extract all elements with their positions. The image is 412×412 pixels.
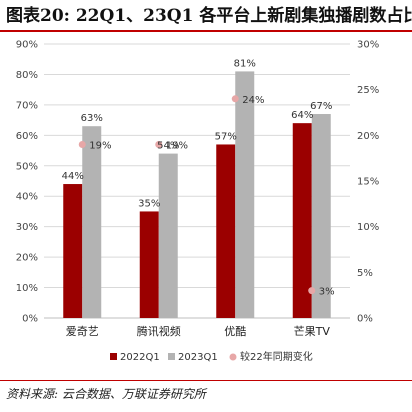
bar-2023q1 <box>311 114 331 319</box>
y-left-tick-label: 0% <box>22 314 38 325</box>
change-points <box>78 95 316 295</box>
y-left-tick-label: 70% <box>16 100 38 111</box>
chart-title: 图表20: 22Q1、23Q1 各平台上新剧集独播剧数占比 <box>6 6 412 26</box>
y-right-tick-label: 20% <box>357 131 379 142</box>
legend-swatch-change <box>229 353 237 361</box>
data-label-2023q1: 54% <box>157 141 179 152</box>
y-right-tick-label: 10% <box>357 222 379 233</box>
y-right-tick-label: 30% <box>357 40 379 51</box>
y-left-tick-label: 80% <box>16 70 38 81</box>
chart-svg: 0% 10% 20% 30% 40% 50% 60% 70% 80% 90% 0% 5% 10% 15% 2… <box>16 40 379 364</box>
x-category-label: 腾讯视频 <box>137 324 181 338</box>
bar-2022q1 <box>63 184 83 318</box>
y-left-tick-label: 50% <box>16 161 38 172</box>
legend-label-2022q1: 2022Q1 <box>120 352 160 363</box>
y-left-tick-label: 30% <box>16 222 38 233</box>
y-left-tick-label: 90% <box>16 40 38 51</box>
y-left-tick-label: 60% <box>16 131 38 142</box>
legend-swatch-2022q1 <box>110 353 117 360</box>
x-category-label: 爱奇艺 <box>66 325 99 338</box>
legend-swatch-2023q1 <box>168 353 175 360</box>
y-right-tick-label: 5% <box>357 268 373 279</box>
bar-2023q1 <box>82 126 102 318</box>
title-rule <box>0 30 412 32</box>
data-label-change: 19% <box>89 140 111 151</box>
y-left-tick-label: 10% <box>16 283 38 294</box>
data-label-change: 24% <box>242 95 264 106</box>
bar-2022q1 <box>292 123 312 319</box>
bars <box>63 71 331 319</box>
data-label-2023q1: 81% <box>234 58 256 69</box>
data-label-2023q1: 63% <box>81 113 103 124</box>
x-category-label: 芒果TV <box>294 325 331 338</box>
data-label-2023q1: 67% <box>310 101 332 112</box>
bar-2022q1 <box>139 211 159 318</box>
change-point <box>308 287 316 295</box>
legend: 2022Q1 2023Q1 较22年同期变化 <box>110 350 313 363</box>
change-point <box>231 95 239 103</box>
data-label-change: 19% <box>166 140 188 151</box>
source-note: 资料来源: 云合数据、万联证券研究所 <box>6 387 206 401</box>
axes: 0% 10% 20% 30% 40% 50% 60% 70% 80% 90% 0% 5% 10% 15% 2… <box>16 40 379 339</box>
change-point <box>155 140 163 148</box>
y-right-tick-label: 0% <box>357 314 373 325</box>
x-category-label: 优酷 <box>224 325 246 338</box>
data-label-2022q1: 57% <box>215 131 237 142</box>
bar-2022q1 <box>216 144 236 318</box>
bar-2023q1 <box>235 71 255 319</box>
data-label-change: 3% <box>319 287 335 298</box>
data-label-2022q1: 44% <box>62 171 84 182</box>
data-label-2022q1: 35% <box>138 198 160 209</box>
legend-label-2023q1: 2023Q1 <box>178 352 218 363</box>
data-label-2022q1: 64% <box>291 110 313 121</box>
legend-label-change: 较22年同期变化 <box>240 350 313 363</box>
bar-2023q1 <box>158 153 178 318</box>
y-left-tick-label: 20% <box>16 253 38 264</box>
data-labels: 44%63%19%35%54%19%57%81%24%64%67%3% <box>62 58 335 297</box>
y-right-tick-label: 15% <box>357 177 379 188</box>
change-point <box>78 140 86 148</box>
y-right-tick-label: 25% <box>357 85 379 96</box>
source-rule <box>0 380 412 381</box>
y-left-tick-label: 40% <box>16 192 38 203</box>
